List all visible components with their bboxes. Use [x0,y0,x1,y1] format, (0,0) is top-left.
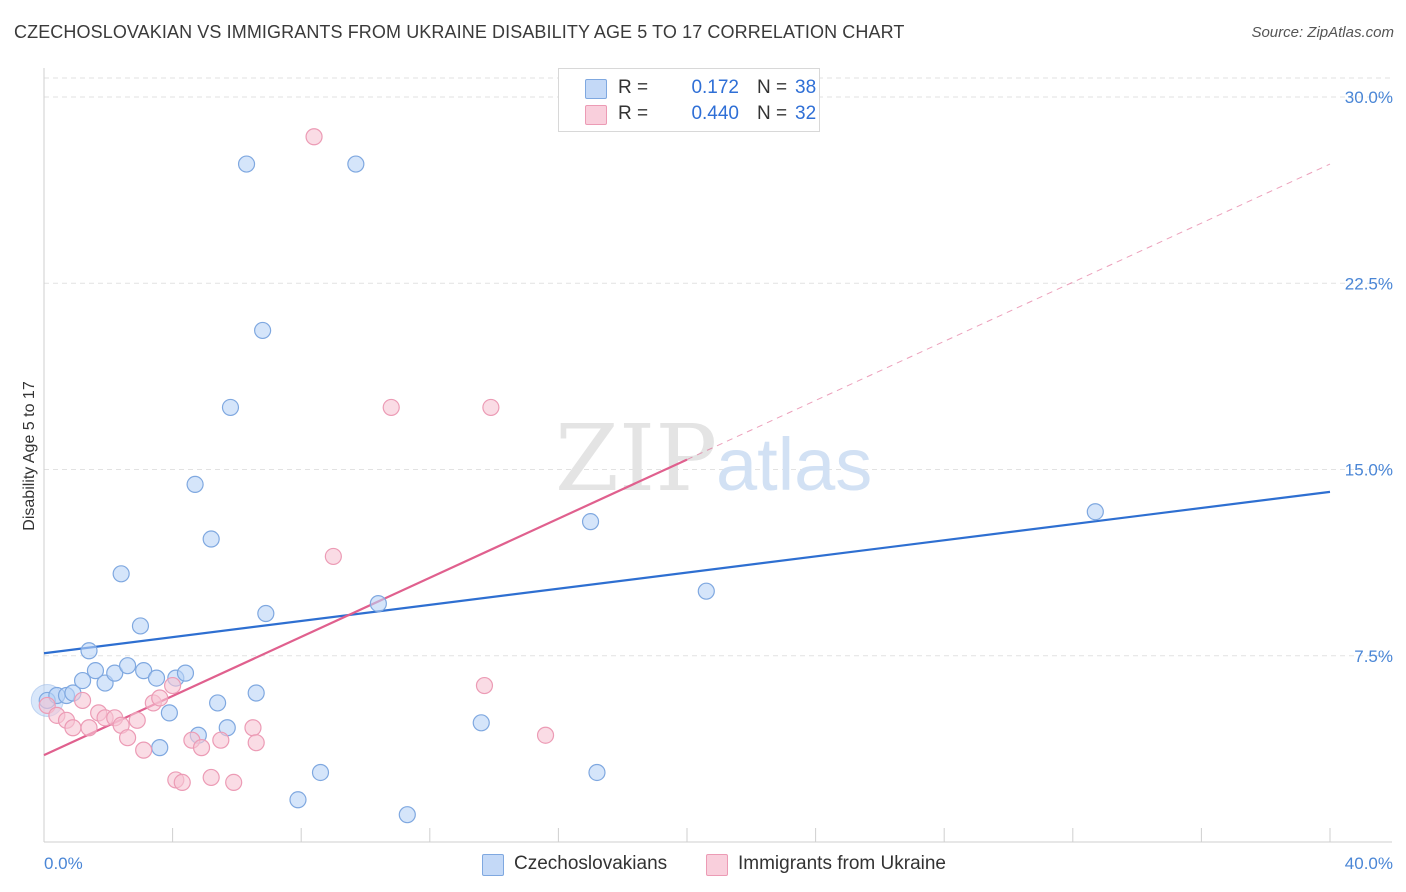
czechoslovakian-point [697,582,715,600]
czechoslovakian-point [347,155,365,173]
ukraine-point [482,398,500,417]
legend-n-label: N = [757,77,788,98]
legend-r-label: R = [618,77,649,98]
y-tick-label: 22.5% [1345,274,1393,293]
watermark-atlas: atlas [716,423,872,506]
czechoslovakian-point [221,398,240,417]
czechoslovakian-point [186,475,204,493]
czechoslovakian-point [73,671,92,690]
chart-title: CZECHOSLOVAKIAN VS IMMIGRANTS FROM UKRAI… [14,22,905,42]
x-tick-label: 0.0% [44,854,83,873]
czechoslovakian-point [254,321,272,340]
ukraine-point [192,739,211,757]
ukraine-point [305,128,323,146]
ukraine-point [164,676,182,695]
ukraine-point [80,719,98,737]
y-axis-label: Disability Age 5 to 17 [21,381,38,531]
trend-lines [43,163,1331,757]
bottom-legend-label: Immigrants from Ukraine [738,853,946,874]
ukraine-point [247,734,265,752]
czechoslovakian-point [311,763,330,782]
czechoslovakian-trend-line [43,490,1331,655]
ukraine-point [202,768,220,787]
tick-labels: 7.5% 15.0% 22.5% 30.0% 0.0% 40.0% [44,88,1393,873]
ukraine-trend-line [43,458,688,757]
czechoslovakian-point [135,662,153,680]
ukraine-point [244,719,262,737]
watermark-zip: ZIP [555,405,717,512]
czechoslovakian-point [147,669,166,687]
czechoslovakian-point [118,657,137,675]
legend-swatch-blue [585,79,607,99]
ukraine-point [225,773,243,792]
czechoslovakian-point [369,594,387,613]
legend-n-label: N = [757,103,788,124]
czechoslovakian-point [247,684,265,702]
legend-r-value: 0.440 [691,103,739,124]
bottom-legend-swatch-pink [706,854,728,876]
ukraine-point [135,741,153,759]
czechoslovakian-point [202,530,220,548]
legend-n-value: 38 [795,77,817,98]
watermark: ZIP atlas [555,405,872,512]
ukraine-point [475,676,494,695]
czechoslovakian-point [176,664,195,682]
ukraine-point [382,398,400,417]
bottom-legend-label: Czechoslovakians [514,853,668,874]
czechoslovakian-point [581,513,600,531]
ukraine-point [128,711,146,729]
czechoslovakian-point [398,806,416,824]
bottom-legend-swatch-blue [482,854,504,876]
legend-swatch-pink [585,105,607,125]
stats-legend: R = 0.172 N = 38 R = 0.440 N = 32 [558,68,820,132]
legend-n-value: 32 [795,103,817,124]
legend-r-value: 0.172 [691,77,739,98]
ukraine-point [212,731,230,749]
legend-r-label: R = [618,103,649,124]
czechoslovakian-point [209,694,227,712]
y-tick-label: 15.0% [1345,461,1393,480]
x-tick-label: 40.0% [1345,854,1393,873]
ukraine-point [151,689,169,707]
czechoslovakian-point [131,617,150,635]
ukraine-point [324,547,342,566]
czechoslovakian-point [1086,503,1104,521]
czechoslovakian-point [588,763,606,782]
ukraine-point [173,773,191,792]
czechoslovakian-point [237,155,256,173]
czechoslovakian-point [112,565,130,583]
ukraine-point [73,691,92,710]
czechoslovakian-point [472,714,490,732]
ukraine-point [536,726,555,744]
ukraine-point [118,729,137,747]
czechoslovakian-point [106,664,124,682]
y-tick-label: 7.5% [1354,647,1393,666]
ukraine-trend-extension [686,163,1331,461]
data-points [30,128,1104,824]
ukraine-point [64,719,82,737]
source-label: Source: ZipAtlas.com [1251,24,1394,41]
y-tick-label: 30.0% [1345,88,1393,107]
czechoslovakian-point [86,662,105,680]
czechoslovakian-point [160,704,178,722]
czechoslovakian-point [151,739,169,757]
czechoslovakian-point [289,791,307,809]
czechoslovakian-point [80,642,98,660]
czechoslovakian-point [257,604,275,623]
